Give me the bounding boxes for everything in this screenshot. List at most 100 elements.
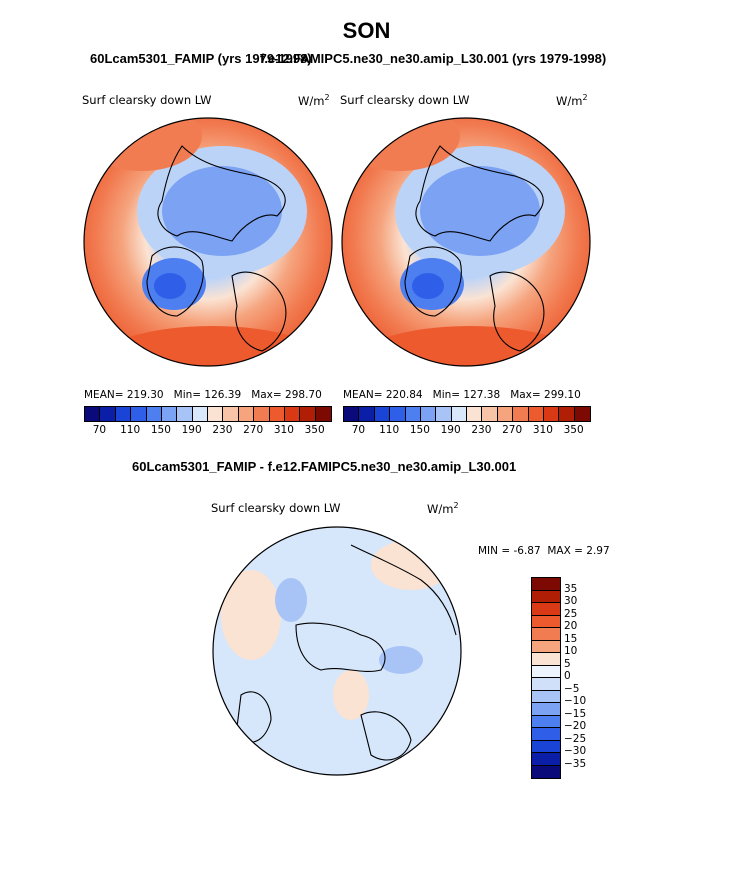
colorbar-swatch [532, 590, 560, 603]
colorbar-tick-label: −25 [564, 732, 587, 745]
colorbar-panel1-ticks: 70 110 150 190 230 270 310 350 [84, 424, 330, 438]
colorbar-tick-label: 20 [564, 620, 578, 632]
page-title: SON [342, 18, 391, 43]
colorbar-swatch [284, 407, 301, 421]
colorbar-tick-label: 230 [471, 424, 492, 436]
colorbar-swatch [497, 407, 514, 421]
colorbar-swatch [161, 407, 178, 421]
colorbar-swatch [344, 407, 360, 421]
colorbar-swatch [390, 407, 406, 421]
panel2-header: f.e12.FAMIPC5.ne30_ne30.amip_L30.001 (yr… [260, 51, 607, 66]
colorbar-swatch [532, 603, 560, 616]
colorbar-swatch [420, 407, 437, 421]
colorbar-panel1 [84, 406, 332, 422]
map-panel2 [341, 117, 591, 367]
colorbar-swatch [574, 407, 590, 421]
colorbar-swatch [374, 407, 391, 421]
colorbar-swatch [532, 753, 560, 766]
colorbar-tick-label: 150 [409, 424, 430, 436]
colorbar-tick-label: 110 [120, 424, 141, 436]
panel1-stats: MEAN= 219.30 Min= 126.39 Max= 298.70 [84, 389, 322, 401]
colorbar-tick-label: −5 [564, 682, 580, 695]
colorbar-swatch [238, 407, 255, 421]
colorbar-tick-label: 350 [304, 424, 325, 436]
colorbar-swatch [532, 715, 560, 728]
negative-anomaly-region [275, 578, 307, 622]
colorbar-swatch [359, 407, 375, 421]
coastline [157, 145, 286, 242]
colorbar-swatch [192, 407, 208, 421]
panel2-stats: MEAN= 220.84 Min= 127.38 Max= 299.10 [343, 389, 581, 401]
colorbar-tick-label: 25 [564, 607, 578, 620]
colorbar-swatch [532, 665, 560, 678]
colorbar-tick-label: 310 [532, 424, 553, 436]
diff-stats: MIN = -6.87 MAX = 2.97 [478, 545, 610, 557]
colorbar-swatch [223, 407, 239, 421]
diff-variable-label: Surf clearsky down LW [211, 501, 341, 515]
colorbar-swatch [405, 407, 421, 421]
colorbar-panel2-ticks: 70 110 150 190 230 270 310 350 [343, 424, 589, 438]
colorbar-tick-label: 70 [92, 424, 107, 436]
positive-anomaly-region [221, 570, 281, 660]
colorbar-tick-label: 270 [502, 424, 523, 436]
colorbar-tick-label: 350 [563, 424, 584, 436]
colorbar-tick-label: 0 [564, 670, 571, 682]
colorbar-tick-label: 230 [212, 424, 233, 436]
colorbar-swatch [451, 407, 467, 421]
map-panel1 [83, 117, 333, 367]
colorbar-panel2 [343, 406, 591, 422]
colorbar-tick-label: −20 [564, 720, 587, 732]
colorbar-tick-label: 30 [564, 595, 578, 607]
colorbar-swatch [532, 690, 560, 703]
colorbar-swatch [208, 407, 224, 421]
diff-units: W/m2 [427, 501, 459, 516]
colorbar-swatch [532, 740, 560, 753]
colorbar-swatch [532, 728, 560, 741]
colorbar-tick-label: 5 [564, 657, 571, 670]
colorbar-swatch [532, 653, 560, 666]
coastline [295, 622, 386, 672]
colorbar-tick-label: 10 [564, 645, 578, 657]
colorbar-tick-label: 15 [564, 632, 578, 645]
colorbar-swatch [100, 407, 116, 421]
colorbar-swatch [269, 407, 285, 421]
colorbar-tick-label: −10 [564, 695, 587, 707]
panel2-variable-label: Surf clearsky down LW [340, 93, 470, 107]
colorbar-swatch [436, 407, 452, 421]
colorbar-tick-label: 110 [379, 424, 400, 436]
panel2-units: W/m2 [556, 93, 588, 108]
colorbar-tick-label: 310 [273, 424, 294, 436]
colorbar-swatch [528, 407, 544, 421]
colorbar-swatch [559, 407, 575, 421]
colorbar-swatch [532, 615, 560, 628]
colorbar-swatch [482, 407, 498, 421]
colorbar-swatch [254, 407, 270, 421]
colorbar-swatch [532, 678, 560, 691]
colorbar-swatch [532, 640, 560, 653]
colorbar-swatch [115, 407, 132, 421]
colorbar-swatch [513, 407, 529, 421]
panel1-units: W/m2 [298, 93, 330, 108]
colorbar-tick-label: 190 [181, 424, 202, 436]
coastline [415, 145, 544, 242]
colorbar-difference-ticks: 35 30 25 20 15 10 5 0 −5 −10 −15 −20 −25 −30 −35 [564, 577, 604, 779]
colorbar-swatch [300, 407, 316, 421]
map-difference [212, 526, 462, 776]
colorbar-swatch [177, 407, 193, 421]
colorbar-swatch [543, 407, 560, 421]
colorbar-swatch [532, 703, 560, 716]
colorbar-tick-label: −30 [564, 745, 587, 757]
colorbar-tick-label: −35 [564, 757, 587, 770]
colorbar-tick-label: 150 [150, 424, 171, 436]
colorbar-swatch [315, 407, 331, 421]
colorbar-tick-label: −15 [564, 707, 587, 720]
colorbar-tick-label: 270 [243, 424, 264, 436]
colorbar-swatch [85, 407, 101, 421]
panel1-variable-label: Surf clearsky down LW [82, 93, 212, 107]
panel1-header: 60Lcam5301_FAMIP (yrs 1979-1998) [90, 51, 312, 66]
colorbar-swatch [146, 407, 162, 421]
colorbar-tick-label: 70 [351, 424, 366, 436]
diff-header: 60Lcam5301_FAMIP - f.e12.FAMIPC5.ne30_ne… [132, 459, 517, 474]
colorbar-swatch [467, 407, 483, 421]
colorbar-swatch [532, 628, 560, 641]
